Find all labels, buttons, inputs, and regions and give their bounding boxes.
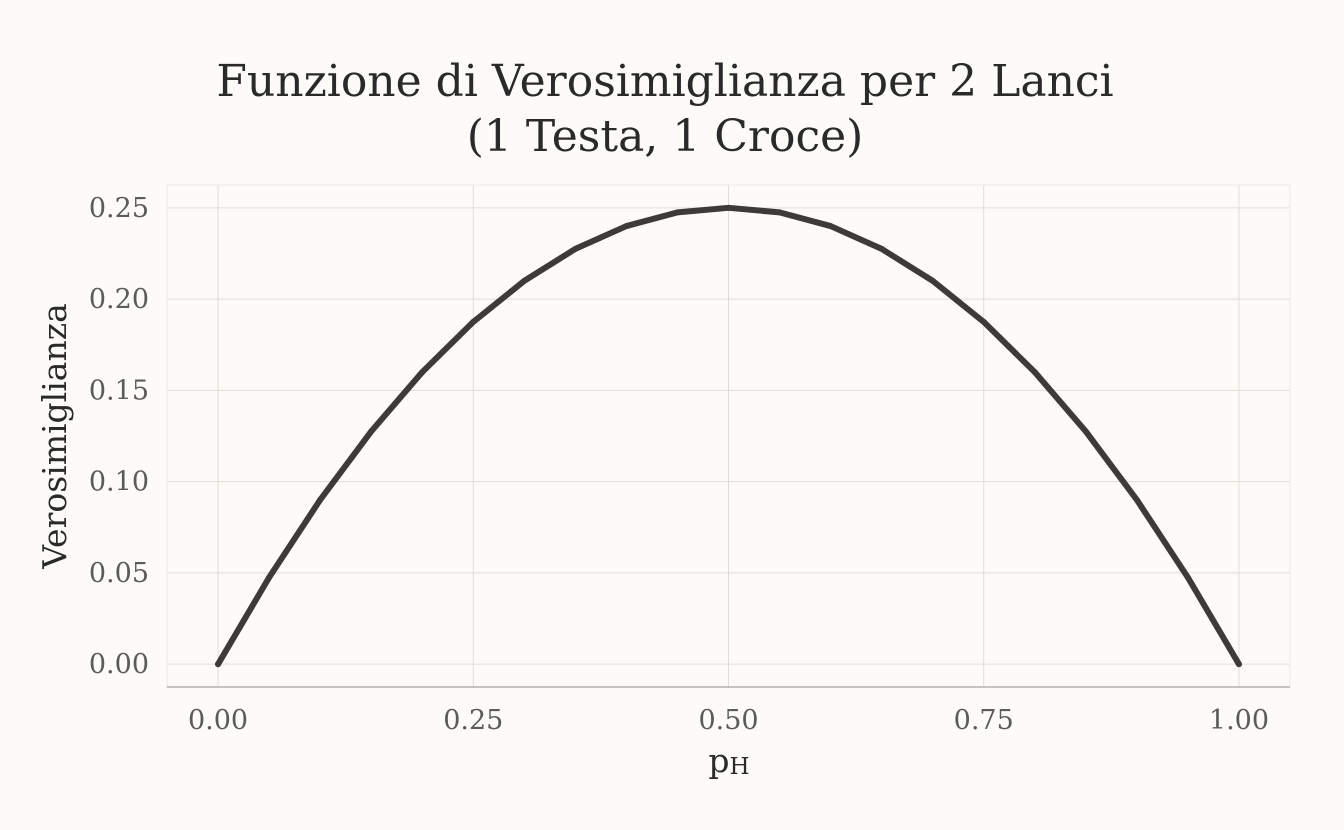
curve-point (368, 428, 375, 435)
curve-point (1031, 369, 1038, 376)
y-tick-label: 0.20 (89, 284, 149, 315)
curve-point (878, 245, 885, 252)
curve-point (470, 318, 477, 325)
chart-title-line-1: Funzione di Verosimiglianza per 2 Lanci (216, 56, 1113, 107)
y-tick-label: 0.10 (89, 467, 149, 498)
curve-point (929, 277, 936, 284)
x-axis-title-main: p (708, 741, 729, 780)
series-layer (215, 204, 1242, 668)
y-tick-label: 0.05 (89, 558, 149, 589)
x-axis-title: pH (708, 741, 749, 780)
curve-point (623, 223, 630, 230)
curve-point (1184, 574, 1191, 581)
curve-point (776, 209, 783, 216)
curve-point (1133, 496, 1140, 503)
x-tick-label: 0.00 (188, 705, 248, 736)
x-axis-title-subscript: H (730, 754, 750, 780)
curve-point (572, 245, 579, 252)
y-tick-label: 0.15 (89, 375, 149, 406)
curve-point (317, 496, 324, 503)
x-tick-label: 0.75 (954, 705, 1014, 736)
curve-point (674, 209, 681, 216)
curve-point (827, 223, 834, 230)
grid (167, 185, 1290, 687)
curve-point (215, 661, 222, 668)
y-tick-label: 0.25 (89, 193, 149, 224)
curve-point (266, 574, 273, 581)
curve-point (419, 369, 426, 376)
x-tick-label: 1.00 (1209, 705, 1269, 736)
curve-point (1082, 428, 1089, 435)
x-tick-labels: 0.00 0.25 0.50 0.75 1.00 (188, 705, 1269, 736)
curve-point (1235, 661, 1242, 668)
curve-point (521, 277, 528, 284)
y-tick-label: 0.00 (89, 649, 149, 680)
y-axis-title: Verosimiglianza (35, 303, 74, 570)
y-tick-labels: 0.00 0.05 0.10 0.15 0.20 0.25 (89, 193, 149, 680)
x-tick-label: 0.25 (443, 705, 503, 736)
chart-title-line-2: (1 Testa, 1 Croce) (467, 111, 864, 162)
curve-point (725, 204, 732, 211)
curve-point (980, 318, 987, 325)
x-tick-label: 0.50 (698, 705, 758, 736)
